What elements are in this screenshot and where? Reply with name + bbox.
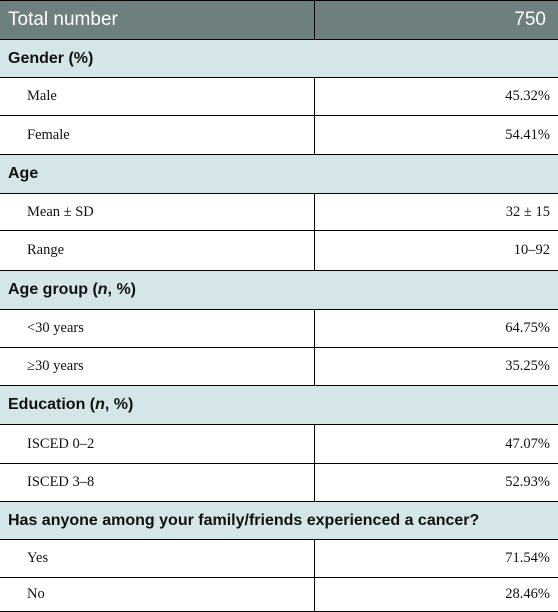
row-value: 54.41% — [505, 126, 550, 143]
section-title: Has anyone among your family/friends exp… — [8, 502, 479, 539]
row-label: <30 years — [27, 320, 84, 336]
table-row: Range 10–92 — [0, 230, 558, 270]
section-title-text: Has anyone among your family/friends exp… — [8, 511, 480, 529]
row-value-cell: 32 ± 15 — [314, 194, 558, 230]
row-label-cell: <30 years — [0, 310, 314, 347]
section-heading-age-group: Age group (n, %) — [0, 270, 558, 309]
row-label-cell: ISCED 0–2 — [0, 425, 314, 463]
row-label: Mean ± SD — [27, 203, 94, 220]
section-title-text: Gender (%) — [8, 49, 94, 67]
section-title-text: Age group ( — [8, 281, 98, 298]
table-row: ISCED 3–8 52.93% — [0, 463, 558, 501]
row-value: 64.75% — [505, 320, 550, 336]
section-title: Education (n, %) — [8, 386, 133, 424]
row-value-cell: 47.07% — [314, 425, 558, 463]
row-label: Range — [27, 242, 65, 258]
row-label: ≥30 years — [27, 358, 84, 374]
row-label-cell: Mean ± SD — [0, 194, 314, 230]
section-title-text: , %) — [104, 396, 134, 413]
section-title: Age — [8, 155, 38, 193]
row-value-cell: 45.32% — [314, 78, 558, 115]
header-value-cell: 750 — [314, 1, 558, 39]
row-value: 52.93% — [505, 474, 550, 490]
row-label-cell: Yes — [0, 540, 314, 577]
header-label-cell: Total number — [0, 1, 314, 39]
table-row: <30 years 64.75% — [0, 309, 558, 347]
row-value: 45.32% — [505, 88, 550, 104]
table-row: Yes 71.54% — [0, 539, 558, 577]
row-label-cell: Male — [0, 78, 314, 115]
table-row: ≥30 years 35.25% — [0, 347, 558, 385]
row-value: 28.46% — [505, 586, 550, 602]
row-value-cell: 52.93% — [314, 464, 558, 501]
row-value: 10–92 — [513, 242, 550, 258]
row-value-cell: 10–92 — [314, 231, 558, 270]
section-heading-age: Age — [0, 154, 558, 193]
row-value-cell: 71.54% — [314, 540, 558, 577]
section-heading-cancer-experience: Has anyone among your family/friends exp… — [0, 501, 558, 539]
section-title-text: Education ( — [8, 396, 96, 413]
table-row: No 28.46% — [0, 577, 558, 612]
table-row: ISCED 0–2 47.07% — [0, 424, 558, 463]
row-label: ISCED 0–2 — [27, 435, 95, 452]
row-label-cell: Range — [0, 231, 314, 270]
row-label-cell: ISCED 3–8 — [0, 464, 314, 501]
row-label: Female — [27, 126, 70, 143]
section-title: Gender (%) — [8, 40, 93, 77]
section-title-text: , %) — [107, 281, 136, 298]
section-title-italic: n — [97, 281, 108, 298]
section-title: Age group (n, %) — [8, 271, 136, 309]
row-label-cell: ≥30 years — [0, 348, 314, 385]
row-label-cell: Female — [0, 116, 314, 154]
table-row: Mean ± SD 32 ± 15 — [0, 193, 558, 230]
row-label: Yes — [27, 550, 49, 566]
row-value-cell: 64.75% — [314, 310, 558, 347]
row-value-cell: 28.46% — [314, 578, 558, 611]
row-value: 35.25% — [505, 358, 550, 374]
header-label: Total number — [8, 9, 118, 30]
row-value: 47.07% — [505, 435, 550, 452]
row-value: 71.54% — [505, 550, 550, 566]
table-header-row: Total number 750 — [0, 0, 558, 39]
row-label-cell: No — [0, 578, 314, 611]
section-title-text: Age — [8, 165, 39, 182]
row-value-cell: 35.25% — [314, 348, 558, 385]
row-label: No — [27, 586, 45, 602]
row-value: 32 ± 15 — [505, 203, 550, 220]
section-heading-education: Education (n, %) — [0, 385, 558, 424]
table-row: Male 45.32% — [0, 77, 558, 115]
header-value: 750 — [514, 9, 546, 30]
row-value-cell: 54.41% — [314, 116, 558, 154]
row-label: ISCED 3–8 — [27, 474, 95, 490]
section-heading-gender: Gender (%) — [0, 39, 558, 77]
section-title-italic: n — [95, 396, 105, 413]
row-label: Male — [27, 88, 57, 104]
table-row: Female 54.41% — [0, 115, 558, 154]
